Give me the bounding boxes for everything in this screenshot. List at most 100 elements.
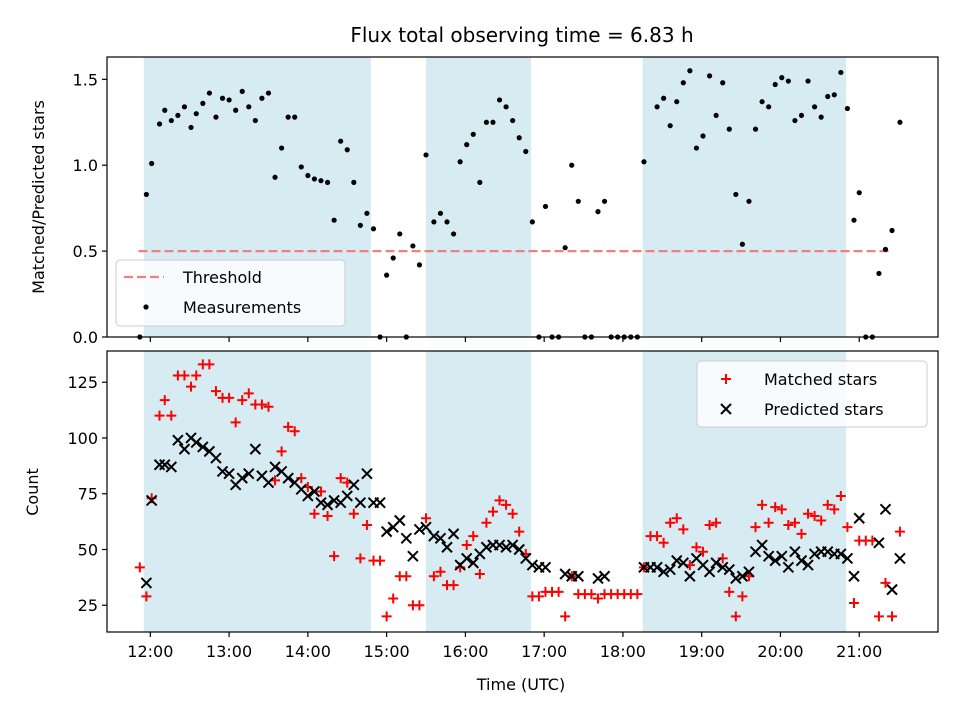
bottom-xtick-label-6: 18:00 xyxy=(600,642,646,661)
bottom-series-0-point-61 xyxy=(533,591,544,602)
bottom-series-0-point-107 xyxy=(835,490,846,501)
bottom-series-1-point-64 xyxy=(572,570,585,582)
bottom-series-0-point-76 xyxy=(632,589,643,600)
top-series-0-point-19 xyxy=(259,95,265,101)
bottom-xtick-label-3: 15:00 xyxy=(364,642,410,661)
bottom-xtick-label-2: 14:00 xyxy=(285,642,331,661)
bottom-series-1-point-34 xyxy=(361,467,373,480)
top-series-0-point-96 xyxy=(772,81,778,88)
bottom-series-0-point-99 xyxy=(783,519,794,530)
bottom-series-0-point-55 xyxy=(494,495,505,506)
bottom-series-1-point-13 xyxy=(223,467,235,480)
top-series-0-point-30 xyxy=(331,217,337,223)
top-series-0-point-81 xyxy=(674,99,680,105)
bottom-series-1-point-40 xyxy=(400,532,413,545)
bottom-series-0-point-44 xyxy=(421,513,432,524)
top-series-0-point-88 xyxy=(720,80,726,86)
bottom-series-1-point-45 xyxy=(434,532,447,545)
top-series-0-point-93 xyxy=(752,126,759,132)
bottom-series-0-point-50 xyxy=(461,540,472,551)
bottom-series-1-point-93 xyxy=(808,548,821,560)
bottom-series-0-point-43 xyxy=(414,600,425,611)
top-series-0-point-113 xyxy=(882,246,889,252)
bottom-series-0-point-108 xyxy=(842,522,853,533)
bottom-series-1-point-98 xyxy=(841,552,854,565)
bottom-series-1-point-66 xyxy=(598,570,611,582)
top-series-0-point-98 xyxy=(785,78,791,84)
bottom-xtick-label-8: 20:00 xyxy=(757,642,803,661)
bottom-series-0-point-95 xyxy=(757,499,768,510)
top-series-0-point-21 xyxy=(272,174,278,180)
top-series-0-point-109 xyxy=(856,190,862,196)
bottom-series-1-point-57 xyxy=(513,543,525,556)
top-series-0-point-24 xyxy=(292,114,298,120)
bottom-series-0-point-38 xyxy=(381,611,392,622)
top-series-0-point-86 xyxy=(706,73,713,79)
bottom-series-1-point-74 xyxy=(684,570,696,582)
bottom-series-1-point-55 xyxy=(500,541,512,553)
bottom-series-0-point-105 xyxy=(822,499,833,510)
bottom-series-1-point-78 xyxy=(710,557,722,569)
bottom-series-1-point-28 xyxy=(321,499,334,511)
top-series-0-point-90 xyxy=(733,191,739,198)
top-series-0-point-65 xyxy=(562,245,568,251)
bottom-series-1-point-33 xyxy=(354,496,367,509)
legend-predicted-label: Predicted stars xyxy=(764,400,884,419)
bottom-series-0-point-4 xyxy=(159,395,170,406)
bottom-series-0-point-45 xyxy=(428,571,439,582)
top-series-0-point-25 xyxy=(298,164,304,170)
bottom-series-1-point-89 xyxy=(782,561,795,574)
bottom-series-1-point-54 xyxy=(493,539,506,551)
top-series-0-point-101 xyxy=(805,78,811,84)
bottom-series-0-point-24 xyxy=(289,426,300,437)
top-series-0-point-7 xyxy=(181,104,188,110)
top-series-0-point-15 xyxy=(233,107,239,113)
bottom-series-1-point-3 xyxy=(159,459,171,471)
top-series-0-point-2 xyxy=(149,160,155,167)
bottom-series-1-point-22 xyxy=(282,472,294,484)
top-series-0-point-78 xyxy=(654,104,660,110)
bottom-series-1-point-5 xyxy=(172,434,184,446)
bottom-series-1-point-80 xyxy=(723,563,735,576)
top-series-0-point-84 xyxy=(693,145,700,151)
bottom-series-0-point-37 xyxy=(375,555,386,566)
bottom-series-1-point-56 xyxy=(506,539,519,551)
bottom-series-0-point-56 xyxy=(501,499,512,510)
legend-threshold-label: Threshold xyxy=(182,268,262,287)
top-series-0-point-94 xyxy=(759,99,765,105)
legend-matched-swatch xyxy=(721,374,731,384)
bottom-xtick-label-1: 13:00 xyxy=(206,642,252,661)
bottom-series-0-point-101 xyxy=(796,528,807,539)
bottom-series-1-point-81 xyxy=(730,572,742,585)
bottom-series-0-point-82 xyxy=(671,513,682,524)
bottom-series-1-point-32 xyxy=(348,479,360,491)
top-series-0-point-31 xyxy=(338,138,344,144)
bottom-series-0-point-98 xyxy=(776,504,787,515)
top-series-0-point-60 xyxy=(529,219,535,225)
bottom-series-0-point-87 xyxy=(704,519,715,530)
bottom-series-1-point-20 xyxy=(269,461,281,473)
bottom-series-0-point-0 xyxy=(134,562,145,573)
bottom-series-0-point-80 xyxy=(658,537,669,548)
bottom-series-0-point-17 xyxy=(243,388,254,399)
top-series-0-point-107 xyxy=(844,105,851,112)
bottom-shaded-interval-1 xyxy=(426,351,532,632)
bottom-series-1-point-71 xyxy=(664,563,676,576)
bottom-xtick-label-7: 19:00 xyxy=(679,642,725,661)
bottom-series-0-point-97 xyxy=(770,502,781,513)
bottom-series-0-point-83 xyxy=(678,524,689,535)
chart-title: Flux total observing time = 6.83 h xyxy=(350,23,693,47)
top-series-0-point-85 xyxy=(700,133,706,139)
bottom-series-0-point-102 xyxy=(803,508,814,519)
bottom-series-0-point-79 xyxy=(652,531,663,542)
bottom-series-0-point-65 xyxy=(560,611,571,622)
bottom-series-1-point-42 xyxy=(413,523,426,536)
bottom-series-0-point-46 xyxy=(435,566,446,577)
bottom-series-0-point-7 xyxy=(179,370,190,381)
bottom-series-0-point-51 xyxy=(468,531,479,542)
bottom-series-1-point-65 xyxy=(592,572,604,585)
bottom-series-1-point-26 xyxy=(308,485,321,498)
bottom-series-1-point-90 xyxy=(789,546,801,558)
bottom-series-0-point-96 xyxy=(763,517,774,528)
top-series-0-point-38 xyxy=(384,272,390,278)
